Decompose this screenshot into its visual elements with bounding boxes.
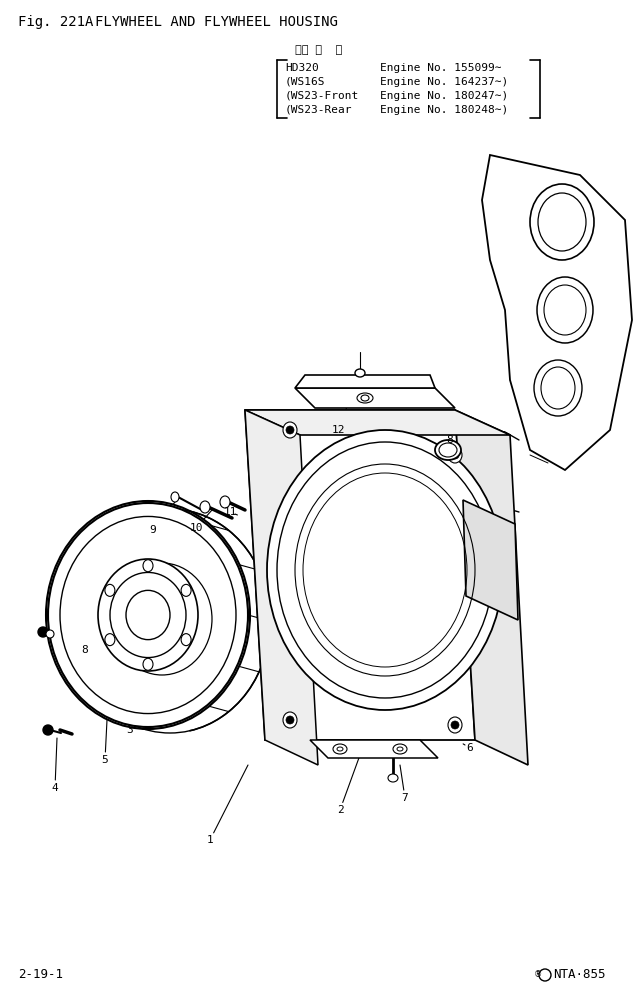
Text: (WS16S: (WS16S bbox=[285, 77, 325, 87]
Text: HD320: HD320 bbox=[285, 63, 319, 73]
Ellipse shape bbox=[283, 712, 297, 728]
Polygon shape bbox=[463, 500, 518, 620]
Ellipse shape bbox=[181, 585, 191, 597]
Ellipse shape bbox=[286, 426, 294, 434]
Text: ®: ® bbox=[534, 971, 542, 980]
Ellipse shape bbox=[361, 395, 369, 401]
Text: (WS23-Front: (WS23-Front bbox=[285, 91, 359, 101]
Ellipse shape bbox=[48, 503, 248, 727]
Ellipse shape bbox=[541, 367, 575, 409]
Ellipse shape bbox=[439, 443, 457, 457]
Ellipse shape bbox=[397, 747, 403, 751]
Ellipse shape bbox=[448, 717, 462, 733]
Ellipse shape bbox=[451, 721, 459, 729]
Text: 12: 12 bbox=[331, 425, 345, 435]
Ellipse shape bbox=[267, 430, 503, 710]
Polygon shape bbox=[482, 155, 632, 470]
Ellipse shape bbox=[171, 492, 179, 502]
Text: Engine No. 180247∼): Engine No. 180247∼) bbox=[380, 91, 508, 101]
Ellipse shape bbox=[38, 627, 48, 637]
Text: 2: 2 bbox=[337, 805, 343, 815]
Ellipse shape bbox=[530, 184, 594, 260]
Ellipse shape bbox=[355, 369, 365, 377]
Ellipse shape bbox=[451, 451, 459, 459]
Ellipse shape bbox=[537, 277, 593, 343]
Polygon shape bbox=[295, 375, 435, 388]
Polygon shape bbox=[310, 740, 438, 758]
Ellipse shape bbox=[393, 744, 407, 754]
Text: 1: 1 bbox=[207, 835, 213, 845]
Ellipse shape bbox=[220, 496, 230, 508]
Ellipse shape bbox=[60, 517, 236, 714]
Ellipse shape bbox=[534, 360, 582, 416]
Text: 7: 7 bbox=[402, 793, 408, 803]
Polygon shape bbox=[295, 388, 455, 408]
Ellipse shape bbox=[337, 747, 343, 751]
Ellipse shape bbox=[112, 563, 212, 675]
Ellipse shape bbox=[46, 500, 250, 729]
Text: Engine No. 155099∼: Engine No. 155099∼ bbox=[380, 63, 501, 73]
Ellipse shape bbox=[110, 573, 186, 658]
Text: 9: 9 bbox=[150, 525, 156, 535]
Ellipse shape bbox=[388, 774, 398, 782]
Ellipse shape bbox=[105, 585, 115, 597]
Ellipse shape bbox=[126, 591, 170, 640]
Text: 8: 8 bbox=[447, 435, 454, 445]
Text: 3: 3 bbox=[126, 725, 133, 735]
Text: Fig. 221A: Fig. 221A bbox=[18, 15, 93, 29]
Polygon shape bbox=[245, 410, 510, 435]
Text: 通用 号  機: 通用 号 機 bbox=[295, 45, 342, 55]
Ellipse shape bbox=[283, 422, 297, 438]
Ellipse shape bbox=[435, 440, 461, 460]
Ellipse shape bbox=[181, 634, 191, 646]
Ellipse shape bbox=[143, 659, 153, 671]
Text: NTA·855: NTA·855 bbox=[553, 969, 605, 982]
Text: (WS23-Rear: (WS23-Rear bbox=[285, 105, 353, 115]
Text: 10: 10 bbox=[189, 523, 203, 533]
Text: 2-19-1: 2-19-1 bbox=[18, 969, 63, 982]
Polygon shape bbox=[455, 410, 528, 765]
Text: 8: 8 bbox=[82, 645, 89, 655]
Text: 11: 11 bbox=[223, 507, 237, 517]
Ellipse shape bbox=[143, 560, 153, 572]
Text: Engine No. 180248∼): Engine No. 180248∼) bbox=[380, 105, 508, 115]
Text: FLYWHEEL AND FLYWHEEL HOUSING: FLYWHEEL AND FLYWHEEL HOUSING bbox=[95, 15, 338, 29]
Polygon shape bbox=[245, 410, 318, 765]
Ellipse shape bbox=[105, 634, 115, 646]
Ellipse shape bbox=[333, 744, 347, 754]
Ellipse shape bbox=[43, 725, 53, 735]
Ellipse shape bbox=[277, 442, 493, 698]
Ellipse shape bbox=[46, 630, 54, 638]
Text: 6: 6 bbox=[466, 743, 473, 753]
Ellipse shape bbox=[544, 285, 586, 335]
Text: 5: 5 bbox=[101, 755, 108, 765]
Ellipse shape bbox=[98, 559, 198, 671]
Ellipse shape bbox=[448, 447, 462, 463]
Ellipse shape bbox=[538, 193, 586, 251]
Ellipse shape bbox=[357, 393, 373, 403]
Polygon shape bbox=[245, 410, 475, 740]
Text: Engine No. 164237∼): Engine No. 164237∼) bbox=[380, 77, 508, 87]
Text: 4: 4 bbox=[52, 783, 58, 793]
Ellipse shape bbox=[200, 500, 210, 513]
Ellipse shape bbox=[286, 716, 294, 724]
